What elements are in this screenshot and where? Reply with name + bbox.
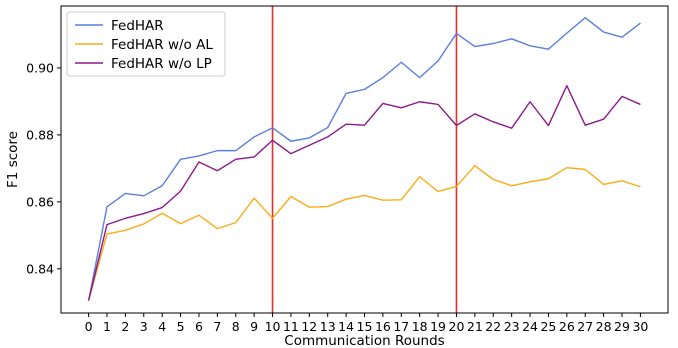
x-tick-label: 25: [540, 319, 556, 334]
x-tick-label: 7: [213, 319, 221, 334]
x-tick-label: 29: [614, 319, 630, 334]
y-tick-label: 0.86: [26, 194, 54, 209]
x-tick-label: 18: [412, 319, 428, 334]
x-tick-label: 0: [85, 319, 93, 334]
x-tick-label: 13: [320, 319, 336, 334]
series-line-2: [87, 164, 641, 301]
legend: FedHAR FedHAR w/o AL FedHAR w/o LP: [66, 11, 226, 77]
x-tick-label: 27: [577, 319, 593, 334]
x-tick-label: 8: [232, 319, 240, 334]
x-tick-label: 1: [103, 319, 111, 334]
y-tick-label: 0.84: [26, 261, 54, 276]
x-tick-label: 28: [596, 319, 612, 334]
x-tick-label: 3: [140, 319, 148, 334]
x-tick-label: 24: [522, 319, 538, 334]
x-tick-label: 14: [338, 319, 354, 334]
x-tick-label: 22: [485, 319, 501, 334]
x-tick-label: 11: [283, 319, 299, 334]
x-tick-label: 17: [393, 319, 409, 334]
legend-entry-label: FedHAR w/o AL: [111, 37, 213, 53]
x-tick-label: 21: [467, 319, 483, 334]
x-tick-label: 6: [195, 319, 203, 334]
legend-box: [66, 11, 226, 77]
x-tick-label: 26: [559, 319, 575, 334]
x-tick-label: 9: [250, 319, 258, 334]
series-line-3: [87, 84, 641, 301]
series-line-1: [87, 17, 641, 301]
x-tick-label: 5: [177, 319, 185, 334]
x-axis: 0 1 2 3 4 5 6 7 8 9 10 11 12 13 14 15 16 17 18 19 20 21 22 23 24…: [85, 313, 648, 334]
x-tick-label: 16: [375, 319, 391, 334]
x-tick-label: 4: [158, 319, 166, 334]
y-tick-label: 0.88: [26, 127, 54, 142]
y-axis: 0.84 0.86 0.88 0.90: [26, 60, 61, 276]
x-axis-label: Communication Rounds: [284, 333, 444, 348]
series-lines: [87, 17, 641, 301]
x-tick-label: 10: [265, 319, 281, 334]
y-axis-label: F1 score: [5, 131, 21, 188]
x-tick-label: 2: [121, 319, 129, 334]
x-tick-label: 19: [430, 319, 446, 334]
x-tick-label: 12: [301, 319, 317, 334]
x-tick-label: 15: [357, 319, 373, 334]
x-tick-label: 20: [449, 319, 465, 334]
x-tick-label: 23: [504, 319, 520, 334]
legend-entry-label: FedHAR: [111, 18, 164, 34]
vertical-markers: [271, 6, 458, 313]
legend-entry-label: FedHAR w/o LP: [111, 56, 212, 72]
x-tick-label: 30: [632, 319, 648, 334]
y-tick-label: 0.90: [26, 60, 54, 75]
